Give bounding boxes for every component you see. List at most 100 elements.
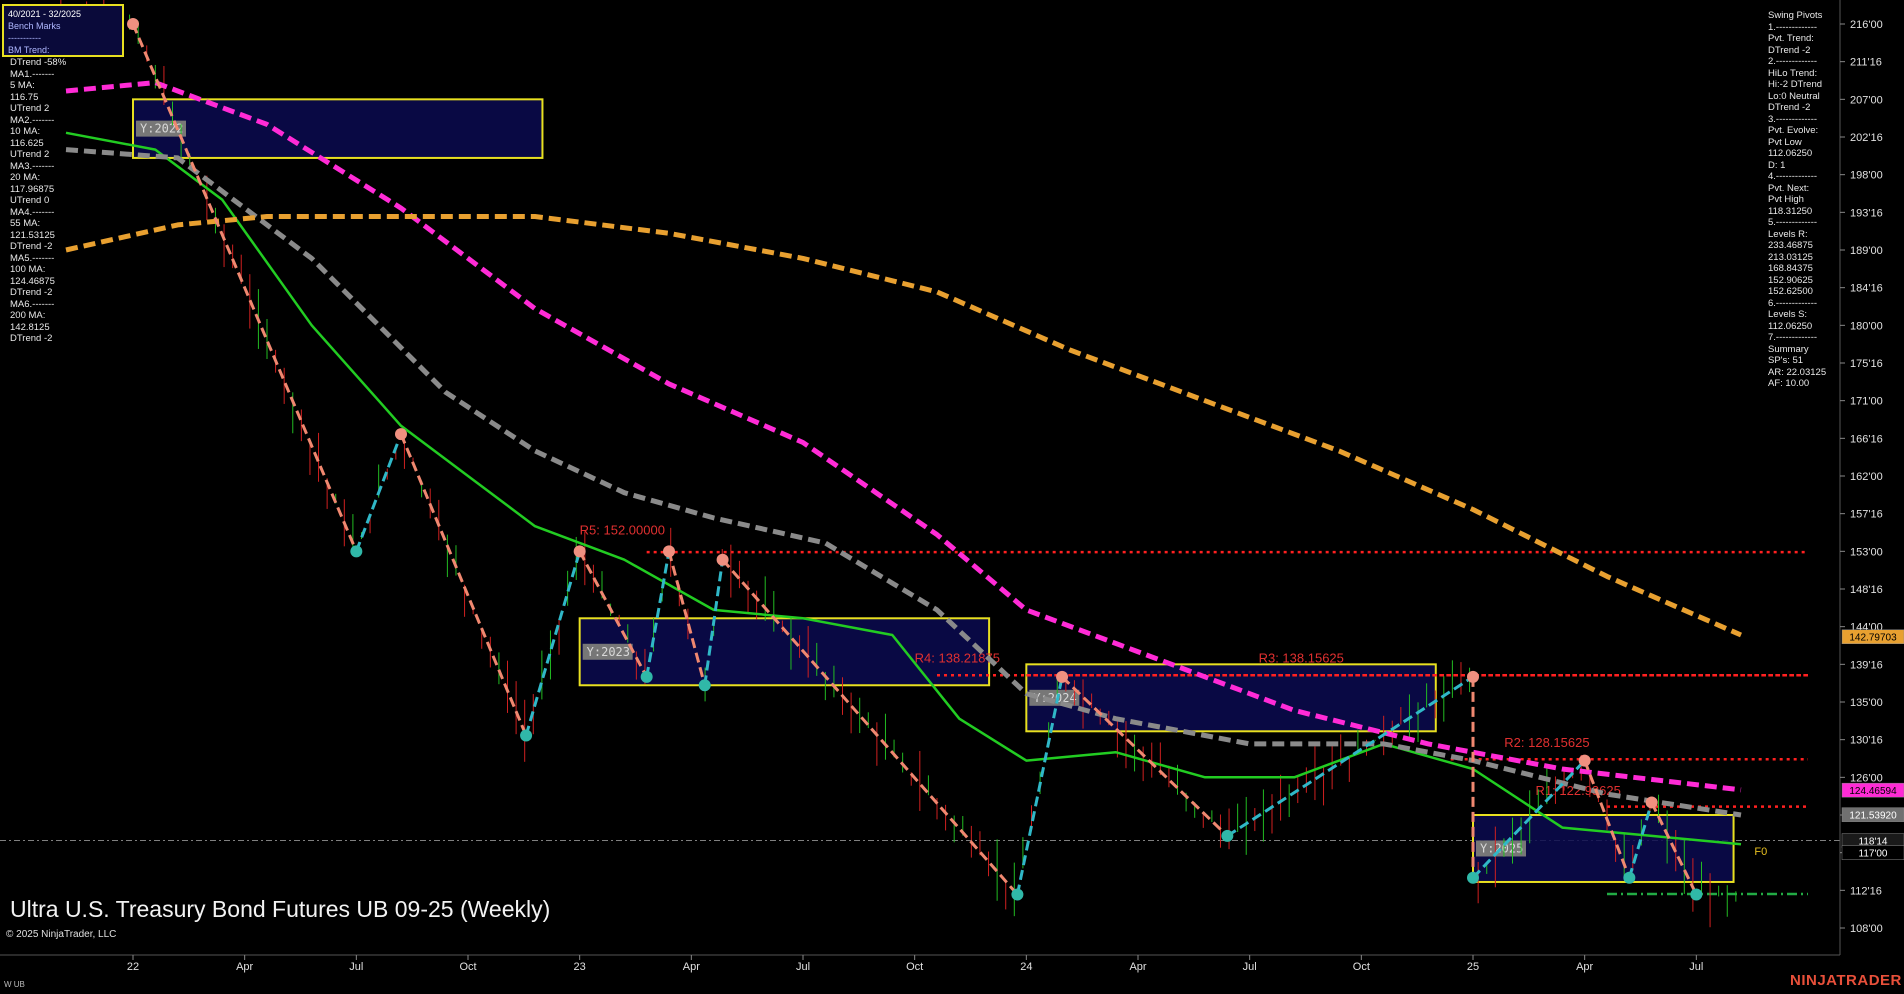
- price-axis: 216'00 211'16 207'00 202'16 198'00 193'16 189'…: [1839, 0, 1883, 955]
- time-tick-label: 25: [1467, 961, 1479, 973]
- swing-pivot-line: 233.46875: [1768, 240, 1813, 251]
- swing-segment: [524, 550, 582, 736]
- footer-symbol: W UB: [4, 980, 25, 989]
- swing-segment: [578, 550, 648, 678]
- year-box-label-bg: [582, 643, 633, 660]
- bench-range: 40/2021 - 32/2025: [8, 9, 82, 19]
- swing-pivot-line: 213.03125: [1768, 251, 1813, 263]
- ma-info-line: MA1.-------: [10, 68, 55, 80]
- price-tag-label: 121.53920: [1849, 811, 1897, 822]
- price-tick-label: 180'00: [1850, 320, 1883, 332]
- swing-segment: [1583, 760, 1631, 879]
- ma-info-line: MA3.-------: [10, 160, 55, 172]
- ma-info-line: DTrend -2: [10, 241, 53, 252]
- time-tick-label: Oct: [906, 961, 923, 973]
- price-tick-label: 189'00: [1850, 245, 1883, 257]
- price-tick-label: 126'00: [1850, 772, 1883, 784]
- time-tick-label: 23: [574, 961, 586, 973]
- swing-segment: [131, 23, 358, 552]
- ma-info-line: MA4.-------: [10, 206, 55, 218]
- level-label: R4: 138.21875: [915, 651, 1000, 666]
- ma-info-line: UTrend 2: [10, 149, 50, 160]
- time-tick-label: Oct: [1353, 961, 1370, 973]
- swing-pivot-line: 3.-------------: [1768, 113, 1818, 125]
- ma-200ma: [65, 214, 1743, 638]
- price-tick-label: 198'00: [1850, 170, 1883, 182]
- swing-pivot-line: Pvt. Evolve:: [1768, 125, 1819, 136]
- price-tick-label: 108'00: [1850, 923, 1883, 935]
- swing-pivot-dot: [573, 545, 586, 558]
- ma-info-line: 100 MA:: [10, 264, 46, 275]
- ma-info-panel: DTrend -58% MA1.------- 5 MA: 116.75 UTrend …: [10, 57, 66, 345]
- ninjatrader-logo: NINJATRADER: [1790, 972, 1902, 989]
- price-tick-label: 216'00: [1850, 19, 1883, 31]
- ma-100ma: [65, 80, 1742, 793]
- swing-pivot-line: 7.-------------: [1768, 332, 1818, 343]
- ma-info-line: MA6.-------: [10, 298, 55, 310]
- swing-segment: [645, 551, 671, 678]
- level-label: R3: 138.15625: [1259, 651, 1344, 666]
- price-tick-label: 112'16: [1850, 885, 1882, 897]
- time-tick-label: Oct: [459, 961, 476, 973]
- price-tag-bg: [1841, 782, 1904, 798]
- ma-info-line: 117.96875: [10, 183, 55, 195]
- year-box-label-bg: [1476, 840, 1526, 857]
- year-box-label: Y:2024: [1033, 691, 1076, 705]
- swing-pivot-dot: [663, 545, 675, 558]
- ma-info-line: DTrend -2: [10, 333, 53, 344]
- swing-segment: [1627, 802, 1654, 879]
- swing-pivot-dot: [395, 428, 407, 441]
- swing-pivot-line: 152.90625: [1768, 274, 1813, 286]
- swing-pivot-line: Summary: [1768, 343, 1809, 355]
- ma-info-line: 200 MA:: [10, 310, 46, 321]
- swing-pivot-dot: [1578, 754, 1591, 767]
- level-label: R5: 152.00000: [580, 523, 665, 538]
- time-tick-label: Jul: [349, 961, 363, 973]
- swing-pivot-dot: [1690, 888, 1703, 901]
- ma-info-line: 10 MA:: [10, 126, 41, 137]
- price-tick-label: 184'16: [1850, 283, 1883, 295]
- ma-info-line: 124.46875: [10, 275, 55, 287]
- ma-info-line: DTrend -58%: [10, 57, 67, 68]
- ma-info-line: MA5.-------: [10, 252, 55, 264]
- ma-info-line: UTrend 2: [10, 103, 50, 114]
- swing-pivots-panel: Swing Pivots 1.------------- Pvt. Trend: DT…: [1768, 10, 1826, 390]
- swing-segment: [1061, 675, 1229, 838]
- swing-pivot-line: 4.-------------: [1768, 171, 1818, 182]
- price-tick-label: 162'00: [1850, 471, 1883, 483]
- price-tag-label: 142.79703: [1849, 633, 1897, 644]
- ma-5ma: [65, 131, 1742, 846]
- time-tick-label: Jul: [1689, 961, 1703, 973]
- swing-pivot-line: HiLo Trend:: [1768, 67, 1818, 79]
- bench-box: 40/2021 - 32/2025 Bench Marks ----------…: [2, 4, 124, 57]
- ma-55ma: [65, 147, 1742, 818]
- price-tick-label: 207'00: [1850, 94, 1883, 106]
- swing-pivot-line: Hi:-2 DTrend: [1768, 79, 1823, 90]
- swing-segment: [1015, 676, 1064, 895]
- swing-pivot-line: 152.62500: [1768, 286, 1813, 297]
- swing-pivot-dot: [1467, 871, 1479, 884]
- price-tag-label: 117'00: [1859, 849, 1888, 860]
- bench-line-2: -----------: [8, 33, 41, 43]
- swing-pivot-dot: [1467, 670, 1479, 683]
- price-tick-label: 211'16: [1850, 57, 1882, 69]
- ma-info-line: 55 MA:: [10, 218, 41, 229]
- level-label: R2: 128.15625: [1504, 735, 1589, 750]
- ma-info-line: DTrend -2: [10, 287, 53, 298]
- swing-pivot-line: Levels R:: [1768, 228, 1808, 240]
- swing-pivot-line: 5.-------------: [1768, 217, 1818, 228]
- swing-pivot-line: 168.84375: [1768, 263, 1813, 274]
- ma-info-line: 116.625: [10, 137, 44, 149]
- price-tag-bg: [1841, 845, 1904, 860]
- price-tick-label: 135'00: [1850, 697, 1883, 709]
- price-tick-label: 202'16: [1850, 132, 1883, 144]
- time-tick-label: Jul: [1243, 961, 1257, 973]
- swing-pivot-dot: [716, 553, 729, 566]
- ma-info-line: 5 MA:: [10, 80, 35, 91]
- price-tag-label: 118'14: [1859, 837, 1888, 848]
- year-box-label: Y:2025: [1480, 841, 1523, 855]
- price-tick-label: 166'16: [1850, 433, 1883, 445]
- swing-pivot-line: 112.06250: [1768, 320, 1813, 332]
- swing-segment: [399, 433, 528, 737]
